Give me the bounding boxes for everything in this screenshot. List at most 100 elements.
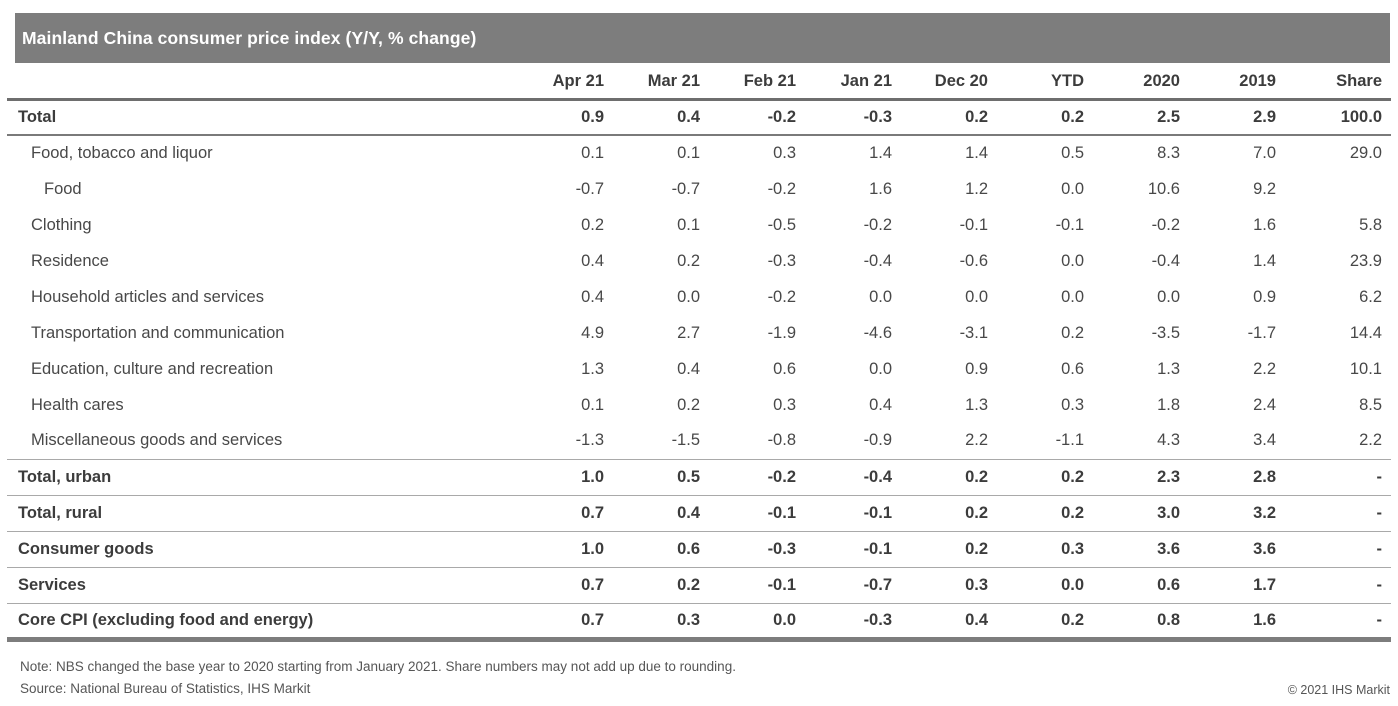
table-row: Residence 0.4 0.2 -0.3 -0.4 -0.6 0.0 -0.4 1.4 23.… <box>7 243 1391 279</box>
cell-value: 0.0 <box>1061 251 1084 270</box>
cell-value: 0.1 <box>677 144 700 162</box>
column-header: 2019 <box>1189 63 1285 101</box>
cell-value: 7.0 <box>1253 144 1276 162</box>
row-label: Total <box>7 99 517 136</box>
cell-value: 0.0 <box>709 603 805 642</box>
cell-value: 0.2 <box>677 395 700 414</box>
cell-value: -0.2 <box>767 287 796 306</box>
cell-value: 0.0 <box>1061 287 1084 306</box>
cell-value: 0.2 <box>613 567 709 604</box>
table-row: Total, rural 0.7 0.4 -0.1 -0.1 0.2 0.2 3.0 3.2- <box>7 495 1391 532</box>
cpi-table: Apr 21 Mar 21 Feb 21 Jan 21 Dec 20 YTD 2020 201… <box>7 63 1391 642</box>
cell-value: 0.9 <box>517 99 613 136</box>
column-header: Jan 21 <box>805 63 901 101</box>
cell-value: 0.6 <box>773 359 796 378</box>
cell-value: 0.2 <box>997 495 1093 532</box>
cell-value: 1.4 <box>869 144 892 162</box>
cell-value: -0.3 <box>805 603 901 642</box>
cell-value: 0.6 <box>1093 567 1189 604</box>
cell-value: 1.3 <box>965 395 988 414</box>
cpi-table-container: Apr 21 Mar 21 Feb 21 Jan 21 Dec 20 YTD 2020 201… <box>7 63 1391 642</box>
cell-value: -0.7 <box>575 179 604 198</box>
cell-value: -0.1 <box>709 567 805 604</box>
cell-value: 2.2 <box>1253 359 1276 378</box>
cell-value: 0.4 <box>613 99 709 136</box>
cell-value: -0.3 <box>767 251 796 270</box>
table-body: Total 0.9 0.4 -0.2 -0.3 0.2 0.2 2.5 2.9 100.0 Food… <box>7 99 1391 642</box>
cell-value: -3.5 <box>1151 323 1180 342</box>
cell-value: 0.4 <box>581 287 604 306</box>
cell-value: 2.8 <box>1189 459 1285 496</box>
cell-value: 5.8 <box>1359 215 1382 234</box>
table-row: Transportation and communication 4.9 2.7 -1… <box>7 315 1391 351</box>
row-label: Services <box>7 567 517 604</box>
cell-value: -1.9 <box>767 323 796 342</box>
cell-value: 0.3 <box>1061 395 1084 414</box>
cell-value: -0.7 <box>671 179 700 198</box>
row-label: Food <box>44 179 82 198</box>
cell-value: 2.3 <box>1093 459 1189 496</box>
cell-value: 0.2 <box>677 251 700 270</box>
cell-value: -0.1 <box>805 495 901 532</box>
cell-value: -1.1 <box>997 423 1093 460</box>
cell-value: 0.0 <box>677 287 700 306</box>
cell-value: 0.6 <box>613 531 709 568</box>
cell-value: 2.5 <box>1093 99 1189 136</box>
cell-value: 0.4 <box>869 395 892 414</box>
cell-value: 0.3 <box>773 144 796 162</box>
table-row: Household articles and services 0.4 0.0 -0.… <box>7 279 1391 315</box>
cell-value: - <box>1285 567 1391 604</box>
cell-value: 29.0 <box>1349 144 1382 162</box>
table-header-row: Apr 21 Mar 21 Feb 21 Jan 21 Dec 20 YTD 2020 201… <box>7 63 1391 101</box>
cell-value: 2.2 <box>901 423 997 460</box>
row-label: Food, tobacco and liquor <box>31 144 213 162</box>
column-header: 2020 <box>1093 63 1189 101</box>
cell-value: 0.4 <box>901 603 997 642</box>
cell-value: 4.9 <box>581 323 604 342</box>
cell-value: -0.6 <box>959 251 988 270</box>
cell-value: 4.3 <box>1093 423 1189 460</box>
cell-value: 0.0 <box>869 287 892 306</box>
cell-value: 23.9 <box>1349 251 1382 270</box>
cell-value: -0.2 <box>767 179 796 198</box>
cell-value: 14.4 <box>1349 323 1382 342</box>
cell-value: 8.3 <box>1157 144 1180 162</box>
row-label: Clothing <box>31 215 92 234</box>
cell-value: 1.6 <box>869 179 892 198</box>
cell-value: -0.1 <box>709 495 805 532</box>
cell-value: 2.2 <box>1285 423 1391 460</box>
column-header: Dec 20 <box>901 63 997 101</box>
row-label: Residence <box>31 251 109 270</box>
cell-value: -0.2 <box>1151 215 1180 234</box>
cell-value: 0.7 <box>517 603 613 642</box>
cell-value: -0.2 <box>709 459 805 496</box>
cell-value: 10.6 <box>1147 179 1180 198</box>
column-header: Mar 21 <box>613 63 709 101</box>
row-label: Transportation and communication <box>31 323 285 342</box>
table-row: Food, tobacco and liquor 0.1 0.1 0.3 1.4 1.4 0… <box>7 135 1391 171</box>
cell-value: 1.3 <box>581 359 604 378</box>
footnote-base-year: Note: NBS changed the base year to 2020 … <box>20 659 736 674</box>
column-header: Feb 21 <box>709 63 805 101</box>
row-label: Core CPI (excluding food and energy) <box>7 603 517 642</box>
cell-value: 8.5 <box>1359 395 1382 414</box>
cell-value: -0.9 <box>805 423 901 460</box>
cell-value: -0.1 <box>959 215 988 234</box>
cell-value: -0.4 <box>863 251 892 270</box>
cell-value: 0.5 <box>613 459 709 496</box>
table-row: Clothing 0.2 0.1 -0.5 -0.2 -0.1 -0.1 -0.2 1.6 5.8 <box>7 207 1391 243</box>
cell-value: 0.5 <box>1061 144 1084 162</box>
table-row: Health cares 0.1 0.2 0.3 0.4 1.3 0.3 1.8 2.4 8.5 <box>7 387 1391 423</box>
cell-value: 3.6 <box>1093 531 1189 568</box>
cell-value: 0.3 <box>901 567 997 604</box>
cell-value <box>1285 171 1391 207</box>
table-row: Consumer goods 1.0 0.6 -0.3 -0.1 0.2 0.3 3.6 3.6… <box>7 531 1391 568</box>
table-row: Miscellaneous goods and services -1.3 -1.5… <box>7 423 1391 460</box>
table-row: Education, culture and recreation 1.3 0.4 0… <box>7 351 1391 387</box>
cell-value: 0.2 <box>901 459 997 496</box>
cell-value: 2.7 <box>677 323 700 342</box>
cell-value: 0.2 <box>997 603 1093 642</box>
row-label: Total, urban <box>7 459 517 496</box>
cell-value: 9.2 <box>1253 179 1276 198</box>
